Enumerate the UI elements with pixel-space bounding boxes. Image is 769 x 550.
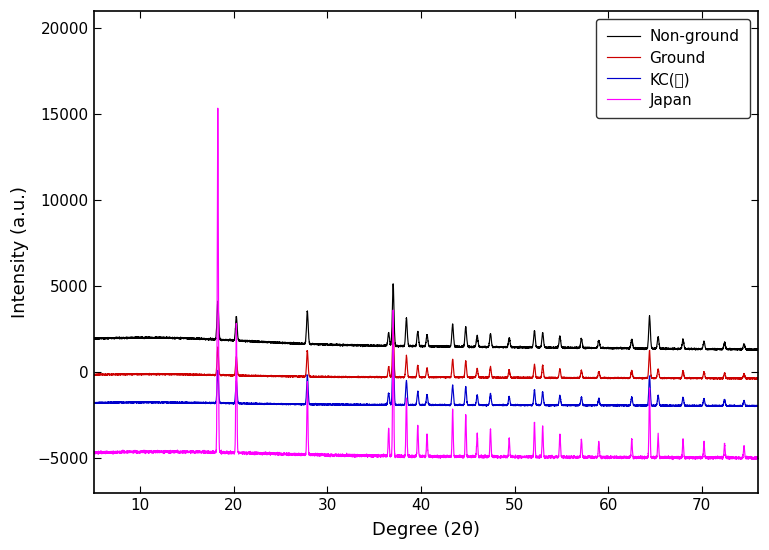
Ground — [388, 324, 398, 331]
Ground — [742, 375, 751, 382]
Japan — [495, 453, 504, 460]
KC(주) — [495, 402, 504, 409]
Ground — [267, 373, 276, 380]
Line: Non-ground: Non-ground — [94, 284, 758, 350]
KC(주) — [388, 346, 398, 353]
KC(주) — [754, 403, 763, 410]
KC(주) — [614, 402, 623, 409]
Japan — [127, 449, 136, 455]
Japan — [668, 456, 677, 463]
Ground — [495, 374, 504, 381]
Non-ground — [742, 347, 751, 354]
Japan — [614, 453, 623, 460]
Line: Ground: Ground — [94, 327, 758, 380]
Non-ground — [127, 334, 136, 341]
Ground — [614, 375, 623, 381]
Non-ground — [388, 280, 398, 287]
Ground — [89, 371, 98, 378]
Non-ground — [495, 344, 504, 350]
Japan — [267, 450, 276, 456]
Ground — [505, 368, 514, 375]
Ground — [127, 371, 136, 377]
Non-ground — [614, 345, 623, 352]
Non-ground — [505, 337, 514, 343]
KC(주) — [267, 401, 276, 408]
KC(주) — [742, 403, 751, 409]
Non-ground — [754, 346, 763, 353]
KC(주) — [505, 395, 514, 402]
Ground — [709, 376, 718, 383]
Non-ground — [267, 339, 276, 346]
Non-ground — [742, 346, 751, 353]
Non-ground — [89, 334, 98, 341]
Japan — [754, 454, 763, 461]
Legend: Non-ground, Ground, KC(주), Japan: Non-ground, Ground, KC(주), Japan — [596, 19, 751, 118]
Japan — [89, 450, 98, 456]
Line: KC(주): KC(주) — [94, 350, 758, 406]
KC(주) — [750, 403, 759, 410]
X-axis label: Degree (2θ): Degree (2θ) — [371, 521, 480, 539]
Japan — [213, 105, 222, 112]
Line: Japan: Japan — [94, 108, 758, 460]
Japan — [505, 442, 514, 449]
Y-axis label: Intensity (a.u.): Intensity (a.u.) — [11, 186, 29, 318]
Japan — [742, 453, 751, 460]
KC(주) — [127, 399, 136, 406]
Ground — [754, 375, 763, 381]
KC(주) — [89, 400, 98, 406]
